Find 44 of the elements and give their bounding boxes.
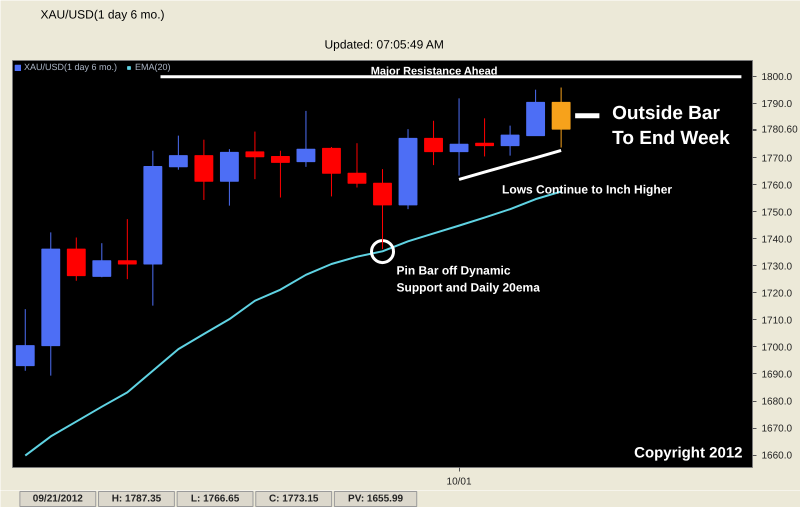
y-tick-label: 1670.0 <box>762 424 793 435</box>
legend-label: EMA(20) <box>135 62 171 72</box>
candlestick <box>16 308 35 372</box>
candlestick <box>271 150 290 198</box>
candlestick <box>348 142 366 188</box>
y-tick-label: 1660.0 <box>762 450 793 462</box>
candlestick <box>245 131 264 180</box>
x-tick-label: 10/01 <box>446 476 472 488</box>
candlestick <box>450 98 468 176</box>
y-tick-label: 1800.0 <box>762 72 793 84</box>
y-tick-label: 1740.0 <box>762 234 793 246</box>
y-tick-label: 1730.0 <box>762 261 793 272</box>
text: 09/21/2012 <box>32 494 84 504</box>
y-tick-label: 1700.0 <box>762 342 793 354</box>
y-tick-label: 1780.60 <box>762 124 798 136</box>
candlestick <box>373 168 392 250</box>
text: Updated: 07:05:49 AM <box>324 38 444 52</box>
candlestick <box>168 135 188 170</box>
candlestick <box>475 118 494 157</box>
text: C: 1773.15 <box>268 494 319 504</box>
candlestick <box>500 125 520 156</box>
y-tick-label: 1790.0 <box>762 99 793 110</box>
ref-line-label: Major Resistance Ahead <box>370 66 498 78</box>
candlestick <box>118 218 137 280</box>
series-label: Pin Bar off Dynamic Support and Daily 20ema <box>396 264 540 294</box>
annotation: Outside Bar To End Week <box>612 102 730 149</box>
candlestick <box>92 242 112 278</box>
text: PV: 1655.99 <box>348 494 404 504</box>
y-tick-label: 1710.0 <box>762 315 793 326</box>
chart-title: XAU/USD(1 day 6 mo.) <box>40 8 165 22</box>
y-tick-label: 1680.0 <box>762 396 793 408</box>
y-tick-label: 1770.0 <box>762 153 793 164</box>
y-tick-label: 1690.0 <box>762 369 793 380</box>
y-tick-label: 1720.0 <box>762 288 793 300</box>
text: L: 1766.65 <box>190 494 240 504</box>
text: H: 1787.35 <box>112 494 162 504</box>
candlestick <box>296 110 316 168</box>
series-label: Lows Continue to Inch Higher <box>502 182 672 196</box>
y-tick-label: 1760.0 <box>762 180 793 192</box>
y-tick-label: 1750.0 <box>762 207 793 218</box>
candlestick <box>424 120 443 166</box>
line-series <box>458 148 563 181</box>
annotation: Copyright 2012 <box>634 444 743 462</box>
legend-label: XAU/USD(1 day 6 mo.) <box>24 62 118 72</box>
